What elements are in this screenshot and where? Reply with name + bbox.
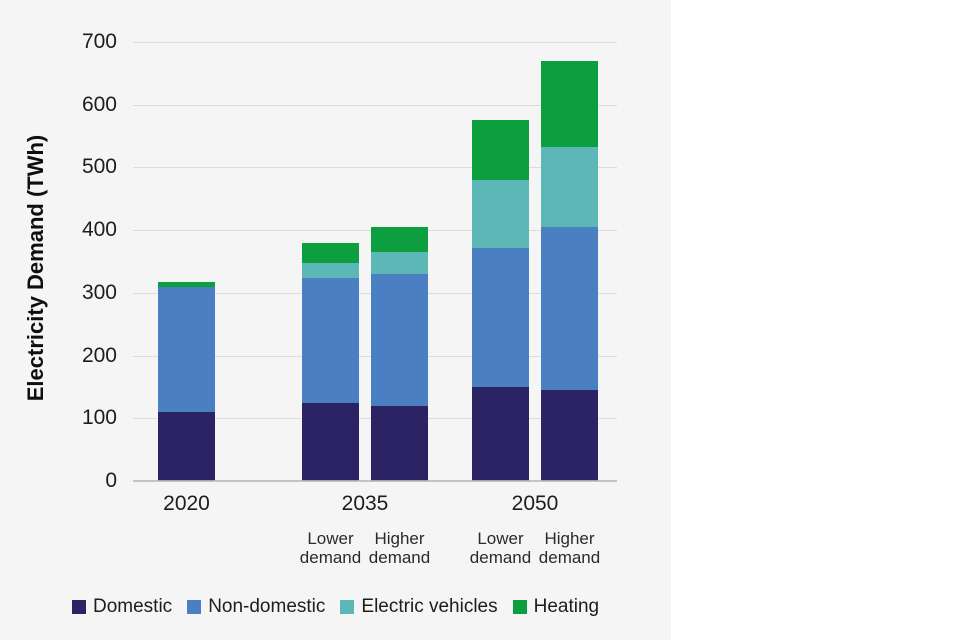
segment-domestic-2050-higher-demand <box>541 390 598 481</box>
segment-electric-vehicles-2050-higher-demand <box>541 146 598 228</box>
y-tick-label-600: 600 <box>81 92 117 116</box>
bar-2035-higher-demand <box>371 227 428 481</box>
y-tick-label-0: 0 <box>105 469 117 492</box>
segment-electric-vehicles-2050-lower-demand <box>472 179 529 248</box>
gridline-500 <box>133 167 617 169</box>
segment-heating-2035-lower-demand <box>302 242 359 263</box>
legend-swatch-domestic <box>72 600 86 614</box>
segment-non-domestic-2020 <box>158 286 215 413</box>
segment-domestic-2020 <box>158 412 215 481</box>
legend-item-electric-vehicles: Electric vehicles <box>340 596 498 618</box>
legend-label-electric-vehicles: Electric vehicles <box>361 596 498 617</box>
x-sub-label-2035-higher-demand: Higher demand <box>368 529 431 567</box>
segment-electric-vehicles-2035-lower-demand <box>302 262 359 279</box>
y-tick-label-100: 100 <box>81 406 117 430</box>
x-axis-baseline <box>133 480 617 482</box>
x-sub-label-2050-higher-demand: Higher demand <box>538 529 601 567</box>
x-sub-label-2035-lower-demand: Lower demand <box>299 529 362 567</box>
bar-2035-lower-demand <box>302 242 359 481</box>
legend-label-domestic: Domestic <box>93 596 173 617</box>
gridline-600 <box>133 104 617 106</box>
bar-2050-higher-demand <box>541 60 598 481</box>
x-group-label-2020: 2020 <box>163 492 210 515</box>
segment-non-domestic-2035-lower-demand <box>302 278 359 403</box>
legend-item-domestic: Domestic <box>72 596 172 618</box>
y-tick-label-500: 500 <box>81 155 117 179</box>
bar-2020 <box>158 281 215 481</box>
x-group-label-2050: 2050 <box>511 492 559 515</box>
y-tick-label-300: 300 <box>81 280 117 304</box>
gridline-700 <box>133 42 617 43</box>
y-tick-label-400: 400 <box>81 218 117 242</box>
segment-non-domestic-2050-higher-demand <box>541 227 598 391</box>
legend-swatch-non-domestic <box>187 600 202 614</box>
x-group-label-2035: 2035 <box>341 492 389 515</box>
x-sub-label-2050-lower-demand: Lower demand <box>469 529 532 567</box>
legend-swatch-electric-vehicles <box>340 600 355 614</box>
legend-swatch-heating <box>512 600 527 614</box>
y-tick-label-700: 700 <box>81 30 117 53</box>
legend: Domestic Non-domestic Electric vehicles Hea… <box>72 596 599 618</box>
segment-heating-2035-higher-demand <box>371 227 428 253</box>
legend-label-non-domestic: Non-domestic <box>208 596 326 617</box>
segment-heating-2020 <box>158 281 215 287</box>
segment-domestic-2035-higher-demand <box>371 405 428 481</box>
segment-heating-2050-higher-demand <box>541 60 598 147</box>
chart-panel: Electricity Demand (TWh) Domestic Non-dom… <box>23 30 617 618</box>
segment-electric-vehicles-2035-higher-demand <box>371 252 428 275</box>
legend-label-heating: Heating <box>533 596 600 617</box>
segment-domestic-2050-lower-demand <box>472 386 529 481</box>
y-tick-label-200: 200 <box>81 343 117 367</box>
plot-area <box>133 42 617 482</box>
legend-item-heating: Heating <box>512 596 600 618</box>
segment-heating-2050-lower-demand <box>472 120 529 180</box>
bar-2050-lower-demand <box>472 120 529 481</box>
segment-non-domestic-2050-lower-demand <box>472 247 529 387</box>
legend-item-non-domestic: Non-domestic <box>187 596 325 618</box>
segment-domestic-2035-lower-demand <box>302 402 359 481</box>
segment-non-domestic-2035-higher-demand <box>371 274 428 406</box>
